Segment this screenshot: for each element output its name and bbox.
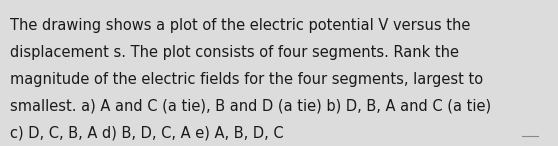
Text: The drawing shows a plot of the electric potential V versus the: The drawing shows a plot of the electric… [10, 18, 470, 33]
Text: c) D, C, B, A d) B, D, C, A e) A, B, D, C: c) D, C, B, A d) B, D, C, A e) A, B, D, … [10, 126, 283, 141]
Text: smallest. a) A and C (a tie), B and D (a tie) b) D, B, A and C (a tie): smallest. a) A and C (a tie), B and D (a… [10, 99, 491, 114]
Text: displacement s. The plot consists of four segments. Rank the: displacement s. The plot consists of fou… [10, 45, 459, 60]
Text: magnitude of the electric fields for the four segments, largest to: magnitude of the electric fields for the… [10, 72, 483, 87]
